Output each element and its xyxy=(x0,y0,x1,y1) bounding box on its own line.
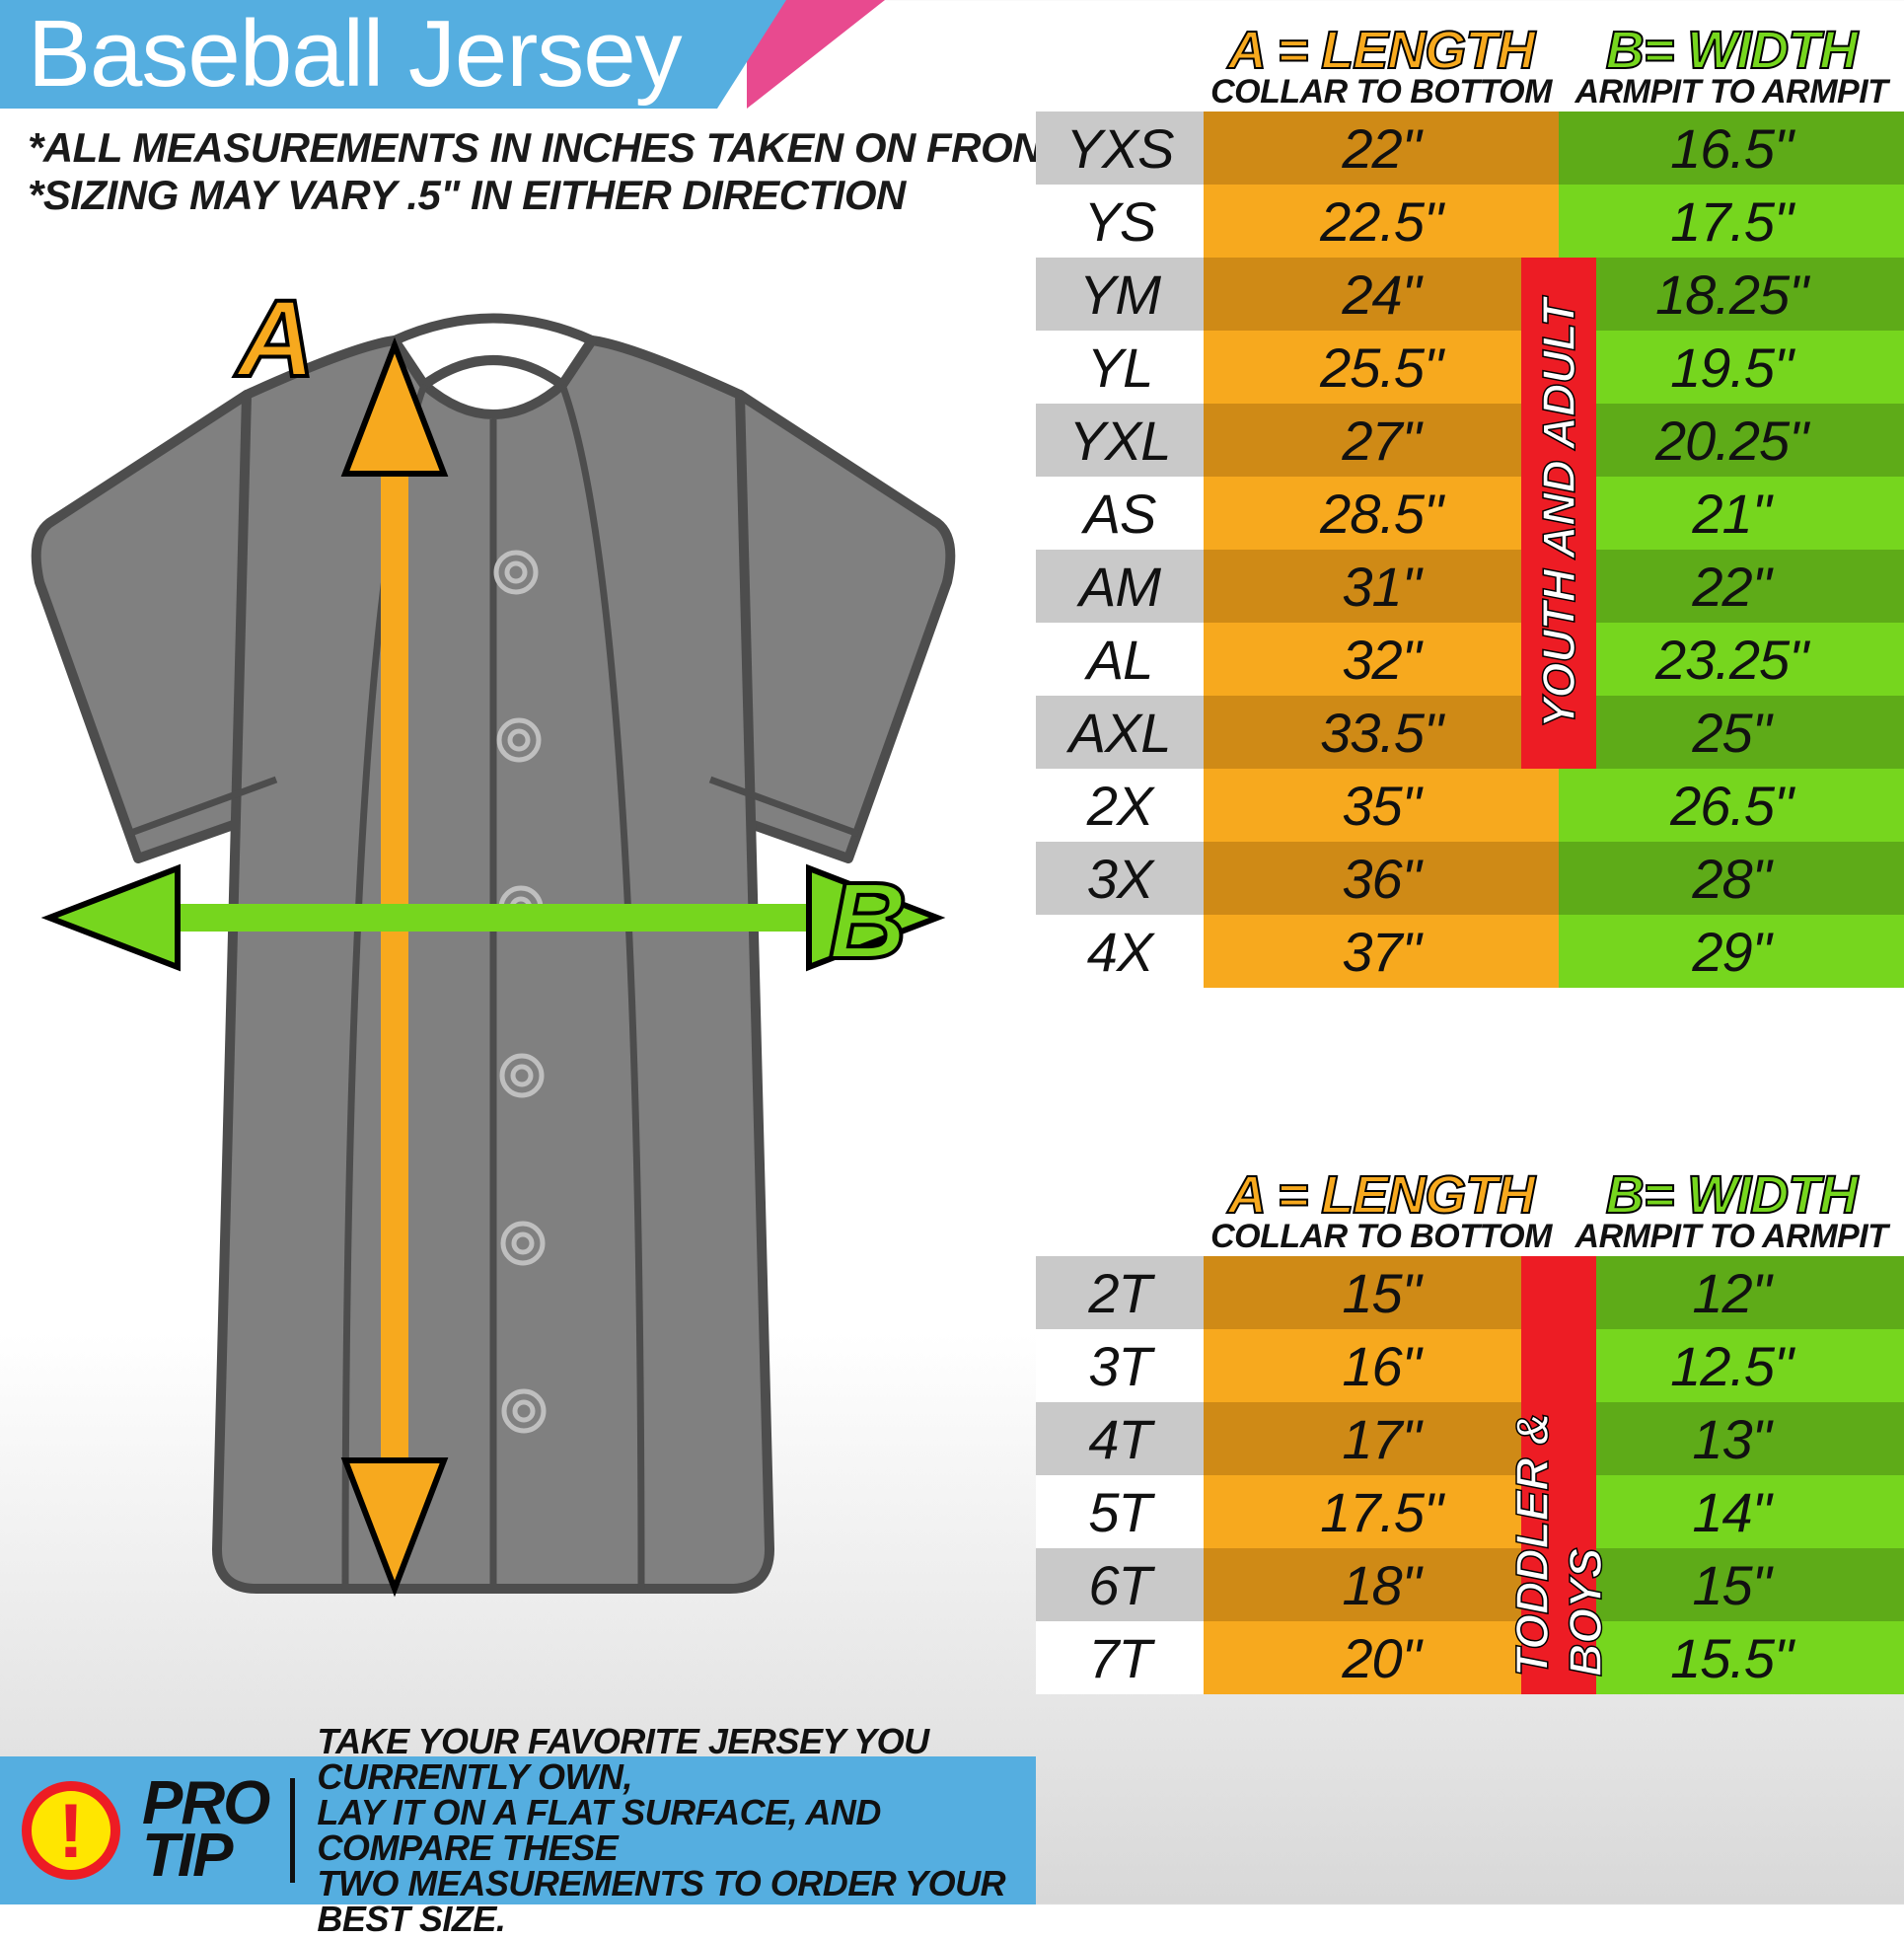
page-title: Baseball Jersey xyxy=(0,0,717,109)
size-cell: 4X xyxy=(1036,915,1204,988)
size-cell: YM xyxy=(1036,258,1204,331)
table-row: AL32"23.25" xyxy=(1036,623,1904,696)
col-subheader-length: COLLAR TO BOTTOM xyxy=(1204,73,1559,112)
col-header-length: A = LENGTH xyxy=(1204,20,1559,81)
length-cell: 24" xyxy=(1204,258,1559,331)
width-cell: 21" xyxy=(1559,477,1904,550)
table-row: 2X35"26.5" xyxy=(1036,769,1904,842)
width-cell: 28" xyxy=(1559,842,1904,915)
length-cell: 37" xyxy=(1204,915,1559,988)
table-row: 2T15"12" xyxy=(1036,1256,1904,1329)
category-badge: YOUTH AND ADULT xyxy=(1521,258,1596,769)
length-cell: 35" xyxy=(1204,769,1559,842)
col-header-width: B= WIDTH xyxy=(1559,20,1904,81)
length-cell: 28.5" xyxy=(1204,477,1559,550)
size-cell: 2X xyxy=(1036,769,1204,842)
size-cell: AL xyxy=(1036,623,1204,696)
pro-tip-banner: ! PRO TIP TAKE YOUR FAVORITE JERSEY YOU … xyxy=(0,1756,1036,1904)
width-cell: 29" xyxy=(1559,915,1904,988)
table-row: 4T17"13" xyxy=(1036,1402,1904,1475)
size-cell: 3X xyxy=(1036,842,1204,915)
size-cell: 2T xyxy=(1036,1256,1204,1329)
category-badge: TODDLER & BOYS xyxy=(1521,1256,1596,1694)
pro-tip-label: PRO TIP xyxy=(142,1778,295,1882)
size-cell: YS xyxy=(1036,185,1204,258)
size-cell: 4T xyxy=(1036,1402,1204,1475)
size-cell: 5T xyxy=(1036,1475,1204,1548)
width-cell: 25" xyxy=(1559,696,1904,769)
size-cell: 3T xyxy=(1036,1329,1204,1402)
table-row: AXL33.5"25" xyxy=(1036,696,1904,769)
size-cell: 6T xyxy=(1036,1548,1204,1621)
width-cell: 16.5" xyxy=(1559,112,1904,185)
col-header-length: A = LENGTH xyxy=(1204,1164,1559,1226)
width-cell: 23.25" xyxy=(1559,623,1904,696)
table-row: 7T20"15.5" xyxy=(1036,1621,1904,1694)
length-cell: 22.5" xyxy=(1204,185,1559,258)
width-cell: 19.5" xyxy=(1559,331,1904,404)
table-row: AS28.5"21" xyxy=(1036,477,1904,550)
table-row: 3X36"28" xyxy=(1036,842,1904,915)
size-table-adult: A = LENGTHCOLLAR TO BOTTOMB= WIDTHARMPIT… xyxy=(1036,20,1904,988)
table-row: YXL27"20.25" xyxy=(1036,404,1904,477)
table-row: 5T17.5"14" xyxy=(1036,1475,1904,1548)
size-cell: AM xyxy=(1036,550,1204,623)
width-cell: 22" xyxy=(1559,550,1904,623)
table-row: 6T18"15" xyxy=(1036,1548,1904,1621)
col-subheader-length: COLLAR TO BOTTOM xyxy=(1204,1218,1559,1256)
table-row: YS22.5"17.5" xyxy=(1036,185,1904,258)
col-subheader-width: ARMPIT TO ARMPIT xyxy=(1559,1218,1904,1256)
size-cell: YL xyxy=(1036,331,1204,404)
length-label: A xyxy=(237,276,315,402)
length-cell: 31" xyxy=(1204,550,1559,623)
table-row: AM31"22" xyxy=(1036,550,1904,623)
length-cell: 32" xyxy=(1204,623,1559,696)
length-cell: 27" xyxy=(1204,404,1559,477)
size-cell: YXL xyxy=(1036,404,1204,477)
width-cell: 17.5" xyxy=(1559,185,1904,258)
jersey-diagram xyxy=(20,306,967,1628)
table-row: YXS22"16.5" xyxy=(1036,112,1904,185)
size-cell: AS xyxy=(1036,477,1204,550)
width-label: B xyxy=(829,858,907,984)
width-cell: 18.25" xyxy=(1559,258,1904,331)
size-table-toddler: A = LENGTHCOLLAR TO BOTTOMB= WIDTHARMPIT… xyxy=(1036,1164,1904,1694)
length-cell: 22" xyxy=(1204,112,1559,185)
width-cell: 20.25" xyxy=(1559,404,1904,477)
length-cell: 33.5" xyxy=(1204,696,1559,769)
size-cell: YXS xyxy=(1036,112,1204,185)
page-header: Baseball Jersey xyxy=(0,0,717,109)
table-row: YL25.5"19.5" xyxy=(1036,331,1904,404)
alert-icon: ! xyxy=(22,1781,120,1880)
width-cell: 26.5" xyxy=(1559,769,1904,842)
length-cell: 25.5" xyxy=(1204,331,1559,404)
size-cell: 7T xyxy=(1036,1621,1204,1694)
length-cell: 36" xyxy=(1204,842,1559,915)
col-header-width: B= WIDTH xyxy=(1559,1164,1904,1226)
col-subheader-width: ARMPIT TO ARMPIT xyxy=(1559,73,1904,112)
table-row: 4X37"29" xyxy=(1036,915,1904,988)
table-row: 3T16"12.5" xyxy=(1036,1329,1904,1402)
pro-tip-text: TAKE YOUR FAVORITE JERSEY YOU CURRENTLY … xyxy=(317,1724,1036,1937)
size-cell: AXL xyxy=(1036,696,1204,769)
table-row: YM24"18.25" xyxy=(1036,258,1904,331)
